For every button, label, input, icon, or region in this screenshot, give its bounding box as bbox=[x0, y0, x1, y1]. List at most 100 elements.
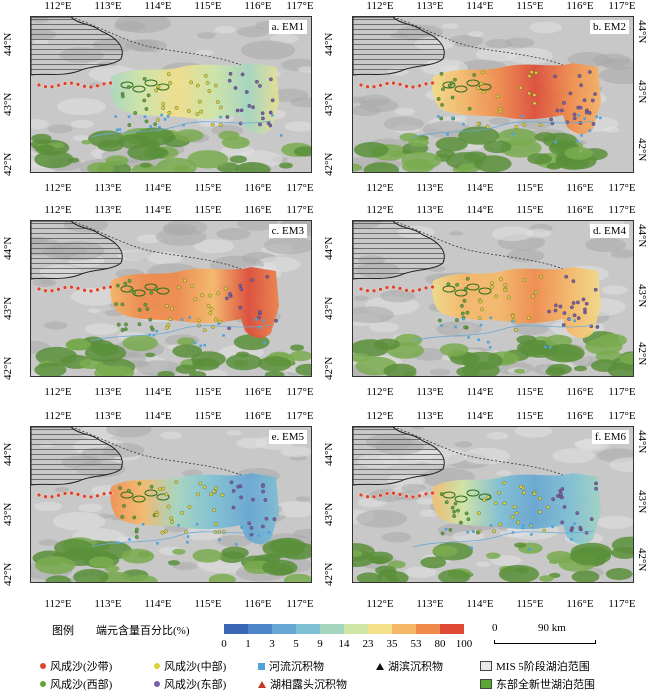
vegetation-patch bbox=[157, 370, 175, 376]
sample-dot bbox=[463, 325, 467, 330]
sample-dot bbox=[137, 481, 142, 486]
sample-dot bbox=[480, 70, 485, 75]
sample-dot bbox=[251, 105, 255, 110]
sandbelt-sample-dot bbox=[391, 490, 396, 496]
relief-shade bbox=[130, 39, 167, 53]
sample-dot bbox=[120, 515, 125, 519]
legend-item-lacustrine-outcrop: 湖相露头沉积物 bbox=[258, 676, 347, 692]
sandbelt-sample-dot bbox=[397, 492, 403, 497]
lon-label: 116°E bbox=[566, 204, 594, 216]
fluvial-sample-square bbox=[472, 530, 475, 533]
sandbelt-sample-dot bbox=[410, 84, 416, 90]
fluvial-sample-square bbox=[577, 114, 580, 117]
relief-shade bbox=[513, 322, 549, 336]
lat-label: 44°N bbox=[323, 442, 335, 466]
sample-dot bbox=[503, 288, 508, 292]
sandbelt-sample-dot bbox=[378, 83, 383, 88]
sandbelt-sample-dot bbox=[56, 287, 61, 292]
sample-dot bbox=[164, 492, 169, 497]
sample-dot bbox=[251, 497, 255, 502]
sandbelt-sample-dot bbox=[417, 83, 422, 89]
sample-dot bbox=[197, 99, 202, 104]
sample-dot bbox=[462, 298, 467, 303]
vegetation-patch bbox=[127, 574, 158, 582]
vegetation-patch bbox=[218, 130, 240, 141]
holocene-lake-outline bbox=[454, 495, 468, 503]
colorbar-tick-label: 80 bbox=[434, 638, 446, 650]
river-line bbox=[412, 324, 594, 342]
lat-label: 42°N bbox=[2, 562, 14, 586]
scale-line bbox=[494, 640, 596, 644]
sandbelt-sample-dot bbox=[62, 491, 68, 496]
lat-labels-left-c: 44°N 43°N 42°N bbox=[2, 220, 16, 380]
lon-labels-bottom-f: 112°E 113°E 114°E 115°E 116°E 117°E bbox=[352, 598, 636, 612]
legend-item-aeolian-central: 风成沙(中部) bbox=[154, 658, 226, 674]
vegetation-patch bbox=[374, 338, 400, 351]
panel-label: f. EM6 bbox=[591, 430, 629, 444]
gray-box-icon bbox=[480, 661, 492, 671]
sample-dot bbox=[218, 123, 223, 127]
lon-label: 113°E bbox=[416, 386, 444, 398]
holocene-lake-outline bbox=[156, 493, 170, 501]
lat-label: 43°N bbox=[323, 502, 335, 526]
lat-label: 42°N bbox=[2, 356, 14, 380]
sample-dot bbox=[539, 274, 544, 279]
sample-dot bbox=[506, 295, 511, 300]
lon-label: 112°E bbox=[44, 182, 72, 194]
sample-dot bbox=[149, 484, 154, 489]
vegetation-patch bbox=[375, 565, 397, 576]
sample-dot bbox=[594, 486, 598, 491]
relief-shade bbox=[488, 117, 510, 126]
sample-dot bbox=[158, 487, 162, 492]
vegetation-patch bbox=[514, 542, 527, 548]
vegetation-patch bbox=[234, 162, 271, 172]
lon-label: 112°E bbox=[366, 410, 394, 422]
sandbelt-sample-dot bbox=[404, 84, 409, 89]
vegetation-patch bbox=[543, 344, 585, 363]
sample-dot bbox=[148, 317, 153, 322]
relief-shade bbox=[405, 566, 437, 578]
lon-label: 112°E bbox=[366, 386, 394, 398]
relief-shade bbox=[416, 498, 435, 505]
fluvial-sample-square bbox=[141, 523, 145, 526]
sandbelt-sample-dot bbox=[101, 285, 107, 291]
lon-label: 114°E bbox=[466, 386, 494, 398]
river-line bbox=[90, 120, 272, 138]
sample-dot bbox=[231, 489, 236, 493]
relief-shade bbox=[293, 528, 311, 539]
fluvial-sample-square bbox=[521, 114, 524, 118]
relief-shade bbox=[453, 115, 468, 121]
sandbelt-sample-dot bbox=[423, 81, 429, 87]
sample-dot bbox=[565, 120, 570, 125]
legend-item-aeolian-east: 风成沙(东部) bbox=[154, 676, 226, 692]
lat-label: 44°N bbox=[636, 20, 648, 44]
sample-dot bbox=[561, 323, 566, 327]
sample-dot bbox=[116, 283, 120, 288]
holocene-lake-outline bbox=[144, 79, 158, 87]
relief-shade bbox=[295, 496, 311, 502]
sample-dot bbox=[228, 292, 232, 296]
sample-dot bbox=[441, 87, 445, 92]
fluvial-sample-square bbox=[454, 325, 457, 329]
fluvial-sample-square bbox=[115, 128, 119, 132]
lon-label: 117°E bbox=[608, 598, 636, 610]
sandbelt-sample-dot bbox=[82, 494, 87, 499]
lon-label: 116°E bbox=[244, 182, 272, 194]
sample-dot bbox=[459, 520, 463, 525]
fluvial-sample-square bbox=[575, 139, 579, 143]
colorbar-tick-label: 5 bbox=[293, 638, 299, 650]
fluvial-sample-square bbox=[588, 129, 592, 132]
vegetation-patch bbox=[574, 365, 587, 372]
sandbelt-sample-dot bbox=[378, 493, 383, 498]
sample-dot bbox=[143, 302, 148, 307]
vegetation-patch bbox=[363, 162, 400, 172]
sample-dot bbox=[545, 505, 550, 510]
sample-dot bbox=[207, 89, 212, 93]
sandbelt-sample-dot bbox=[384, 81, 390, 86]
legend: 图例 端元含量百分比(%) 0 1 3 5 9 14 23 35 53 80 100 0 90 km… bbox=[0, 618, 650, 692]
sample-dot bbox=[210, 122, 215, 127]
sandbelt-sample-dot bbox=[43, 84, 48, 89]
vegetation-patch bbox=[279, 162, 293, 169]
colorbar-swatch bbox=[368, 624, 392, 634]
colorbar-tick-label: 0 bbox=[221, 638, 227, 650]
